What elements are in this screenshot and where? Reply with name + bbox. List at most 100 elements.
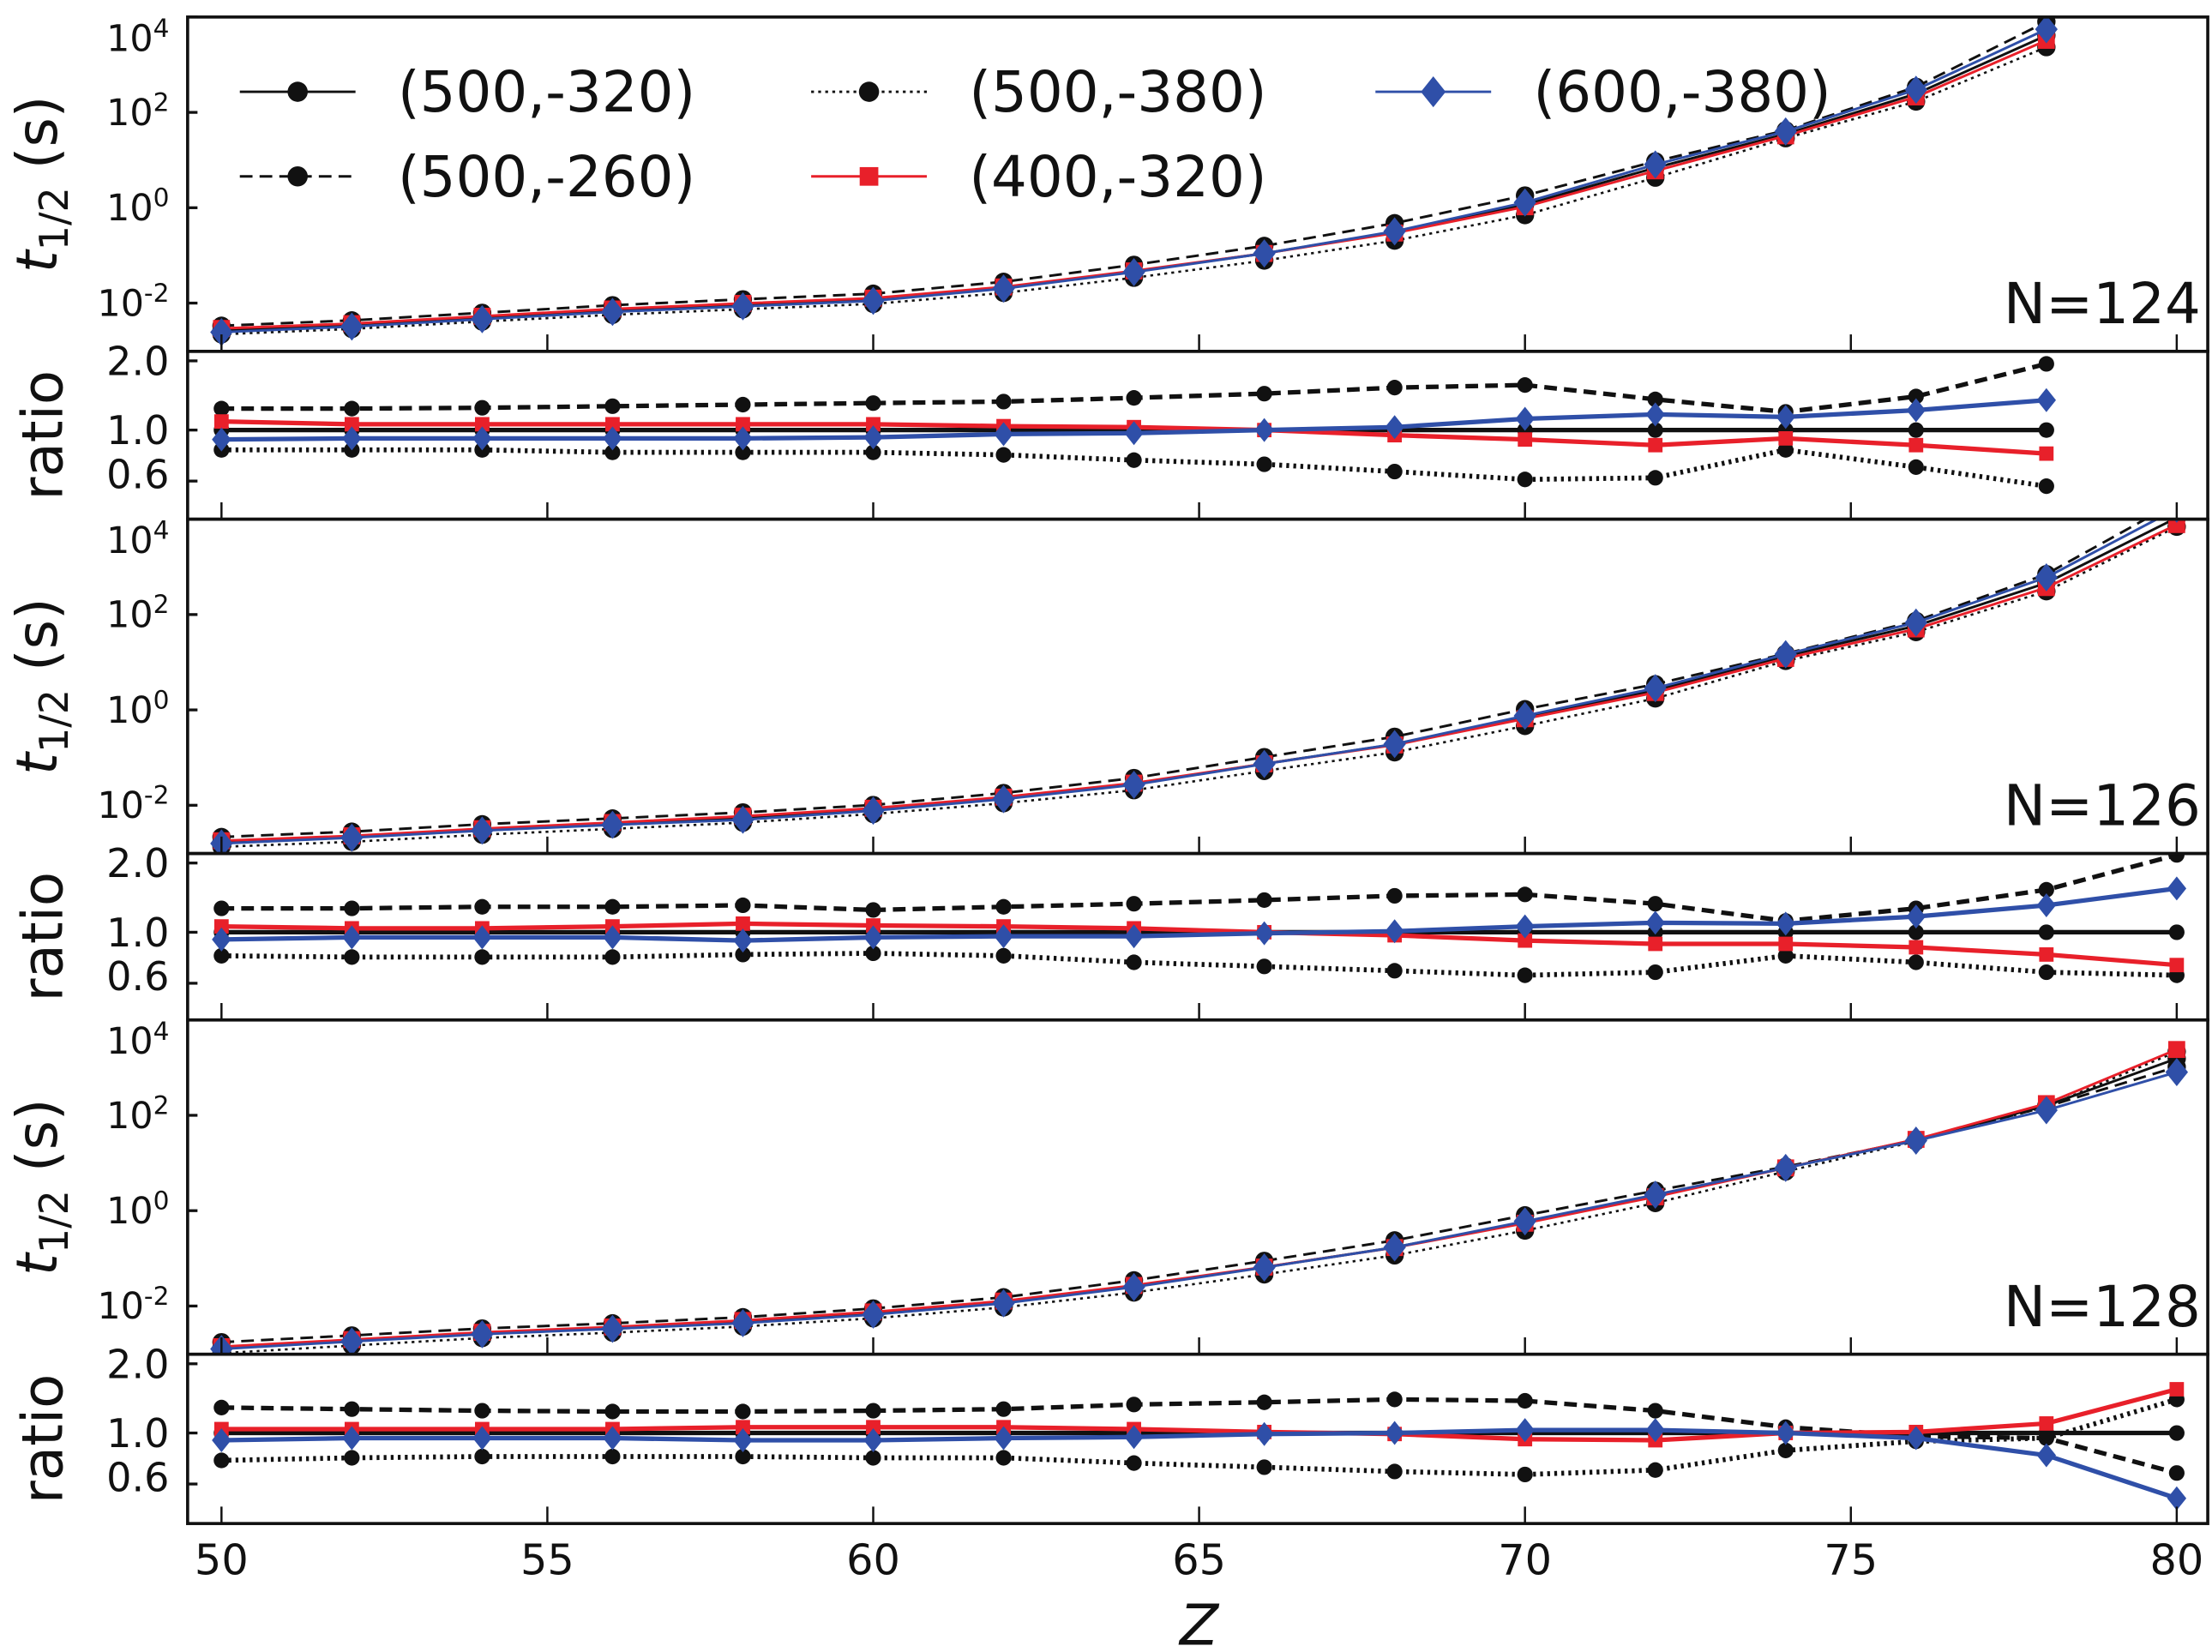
data-point-(400,-320)-Z52: [344, 417, 359, 432]
y-tick-label: 1.0: [106, 910, 169, 956]
legend-label: (500,-380): [969, 59, 1266, 125]
data-point-(600,-380)-Z78: [2035, 16, 2058, 44]
series-line-(400,-320): [221, 921, 2178, 968]
main-series-group: [210, 519, 2186, 854]
y-axis-label-ratio: ratio: [9, 1374, 75, 1505]
legend-square-icon: [859, 166, 879, 186]
data-point-(600,-380)-Z56: [603, 426, 622, 451]
series-line-(500,-380): [221, 45, 2047, 336]
data-point-(500,-260)-Z64: [1126, 896, 1142, 912]
data-point-(500,-260)-Z52: [344, 1401, 360, 1417]
data-point-(600,-380)-Z66: [1253, 239, 1276, 268]
data-point-(600,-380)-Z78: [2036, 387, 2057, 412]
data-point-(500,-260)-Z66: [1256, 386, 1272, 402]
legend-label: (400,-320): [969, 144, 1266, 210]
y-tick-label: 102: [106, 1090, 169, 1137]
panel-label: N=128: [2004, 1274, 2201, 1340]
data-point-(500,-260)-Z60: [865, 902, 881, 918]
data-point-(500,-260)-Z62: [995, 1401, 1012, 1417]
data-point-(500,-380)-Z52: [344, 949, 360, 965]
y-tick-label: 2.0: [106, 1341, 169, 1387]
data-point-(500,-380)-Z60: [865, 1450, 881, 1466]
data-point-(500,-260)-Z70: [1517, 1392, 1533, 1409]
data-point-(500,-260)-Z50: [213, 1399, 230, 1415]
data-point-(400,-320)-Z76: [1908, 437, 1924, 453]
data-point-(600,-380)-Z68: [1383, 217, 1406, 246]
series-line-(600,-380): [221, 886, 2178, 943]
legend-label: (500,-260): [398, 144, 695, 210]
data-point-(600,-380)-Z76: [1906, 398, 1926, 423]
data-point-(500,-260)-Z78: [2038, 881, 2054, 898]
legend-circle-icon: [287, 166, 308, 187]
data-point-(500,-320)-Z72: [1647, 422, 1663, 438]
data-point-(400,-320)-Z80: [2167, 519, 2185, 533]
y-tick-label: 102: [106, 590, 169, 636]
data-point-(600,-380)-Z70: [1515, 914, 1535, 939]
x-tick-label: 65: [1172, 1535, 1226, 1584]
data-point-(500,-260)-Z60: [865, 395, 881, 411]
data-point-(500,-380)-Z74: [1777, 442, 1794, 458]
data-point-(500,-260)-Z80: [2168, 853, 2185, 863]
data-point-(600,-380)-Z64: [1122, 770, 1145, 799]
data-point-(500,-260)-Z72: [1647, 896, 1663, 912]
data-point-(500,-380)-Z72: [1647, 1462, 1663, 1478]
data-point-(600,-380)-Z70: [1513, 1207, 1536, 1236]
data-point-(500,-260)-Z52: [344, 900, 360, 916]
data-point-(600,-380)-Z68: [1385, 415, 1404, 440]
data-point-(500,-260)-Z58: [735, 1403, 751, 1420]
series-line-(400,-320): [221, 1386, 2178, 1443]
data-point-(500,-260)-Z56: [604, 1403, 621, 1420]
data-point-(400,-320)-Z58: [736, 1420, 750, 1435]
data-point-(400,-320)-Z78: [2039, 947, 2054, 962]
data-point-(500,-260)-Z66: [1256, 1394, 1272, 1410]
x-axis-label: Z: [1178, 1593, 1220, 1652]
y-tick-label: 104: [106, 14, 169, 60]
data-point-(600,-380)-Z72: [1644, 674, 1667, 703]
data-point-(400,-320)-Z72: [1648, 936, 1663, 952]
main-series-group: [210, 16, 2058, 346]
data-point-(600,-380)-Z60: [862, 1301, 885, 1329]
data-point-(600,-380)-Z78: [2035, 1096, 2058, 1125]
data-point-(600,-380)-Z50: [212, 427, 231, 452]
data-point-(400,-320)-Z78: [2039, 446, 2054, 461]
legend-label: (500,-320): [398, 59, 695, 125]
data-point-(500,-320)-Z78: [2038, 924, 2054, 940]
series-line-(500,-380): [221, 951, 2177, 978]
data-point-(600,-380)-Z80: [2165, 1058, 2189, 1087]
data-point-(600,-380)-Z66: [1253, 1253, 1276, 1282]
data-point-(600,-380)-Z56: [601, 297, 624, 327]
data-point-(600,-380)-Z64: [1122, 1272, 1145, 1301]
data-point-(400,-320)-Z80: [2169, 1382, 2185, 1397]
data-point-(500,-380)-Z68: [1386, 463, 1403, 480]
data-point-(400,-320)-Z50: [213, 414, 229, 430]
legend: (500,-320) (500,-260) (500,-380) (400,-320)…: [239, 59, 1831, 210]
y-tick-label: 0.6: [106, 1454, 169, 1500]
data-point-(400,-320)-Z60: [866, 417, 881, 432]
data-point-(600,-380)-Z72: [1644, 1180, 1667, 1210]
data-point-(500,-380)-Z62: [995, 1450, 1012, 1466]
data-point-(500,-380)-Z56: [604, 949, 621, 965]
y-tick-label: 10-2: [97, 279, 169, 325]
ratio-series-group: [212, 356, 2057, 495]
data-point-(400,-320)-Z60: [866, 1420, 881, 1435]
data-point-(500,-380)-Z68: [1386, 963, 1403, 979]
data-point-(600,-380)-Z56: [601, 810, 624, 839]
data-point-(600,-380)-Z62: [992, 784, 1015, 814]
y-tick-label: 104: [106, 1017, 169, 1063]
series-line-(600,-380): [221, 519, 2160, 845]
legend-circle-icon: [858, 81, 880, 102]
main-series-group: [210, 1041, 2189, 1355]
data-point-(600,-380)-Z72: [1645, 402, 1665, 427]
data-point-(400,-320)-Z80: [2167, 1041, 2185, 1059]
data-point-(600,-380)-Z66: [1254, 418, 1274, 442]
x-tick-label: 50: [195, 1535, 249, 1584]
data-point-(600,-380)-Z58: [733, 1428, 753, 1452]
data-point-(600,-380)-Z70: [1513, 188, 1536, 217]
data-point-(500,-380)-Z70: [1517, 472, 1533, 488]
data-point-(500,-380)-Z56: [604, 444, 621, 460]
data-point-(600,-380)-Z52: [340, 823, 364, 852]
legend-item-(500,-380): (500,-380): [811, 59, 1267, 125]
axes-frame: [186, 517, 2209, 856]
series-line-(500,-380): [221, 1050, 2178, 1355]
y-tick-label: 2.0: [106, 338, 169, 384]
